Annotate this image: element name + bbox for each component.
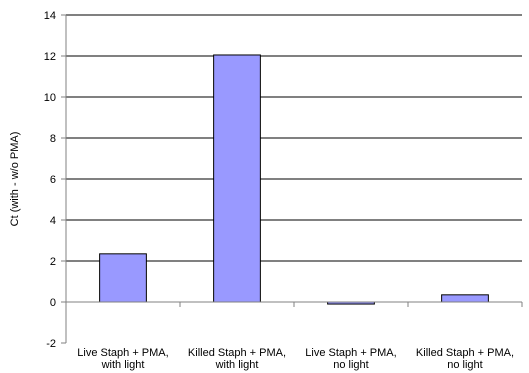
x-tick-label: Killed Staph + PMA, with light: [188, 347, 286, 371]
y-tick-label: 12: [44, 51, 56, 63]
x-tick-label-line: Live Staph + PMA,: [77, 347, 168, 359]
y-tick-label: 0: [50, 297, 56, 309]
x-tick-label-line: Killed Staph + PMA,: [416, 347, 514, 359]
x-tick-label-line: no light: [333, 359, 368, 371]
x-tick-label-line: with light: [101, 359, 145, 371]
y-axis-label: Ct (with - w/o PMA): [9, 132, 21, 227]
x-tick-label-line: Live Staph + PMA,: [305, 347, 396, 359]
bar: [441, 294, 489, 303]
y-tick-label: 10: [44, 92, 56, 104]
bars: [99, 54, 489, 305]
y-tick-label: 2: [50, 256, 56, 268]
y-tick-label: 14: [44, 10, 56, 22]
y-tick-label: -2: [46, 338, 56, 350]
y-tick-label: 6: [50, 174, 56, 186]
bar: [213, 54, 261, 303]
x-tick-label: Live Staph + PMA, with light: [77, 347, 168, 371]
x-tick-label-line: with light: [215, 359, 259, 371]
y-tick-label: 4: [50, 215, 56, 227]
x-tick-label: Live Staph + PMA, no light: [305, 347, 396, 371]
axes: [61, 14, 523, 344]
x-tick-label: Killed Staph + PMA, no light: [416, 347, 514, 371]
y-tick-labels: -2 0 2 4 6 8 10 12 14: [44, 10, 56, 350]
x-tick-label-line: Killed Staph + PMA,: [188, 347, 286, 359]
bar: [99, 253, 147, 303]
y-tick-label: 8: [50, 133, 56, 145]
x-tick-label-line: no light: [447, 359, 482, 371]
